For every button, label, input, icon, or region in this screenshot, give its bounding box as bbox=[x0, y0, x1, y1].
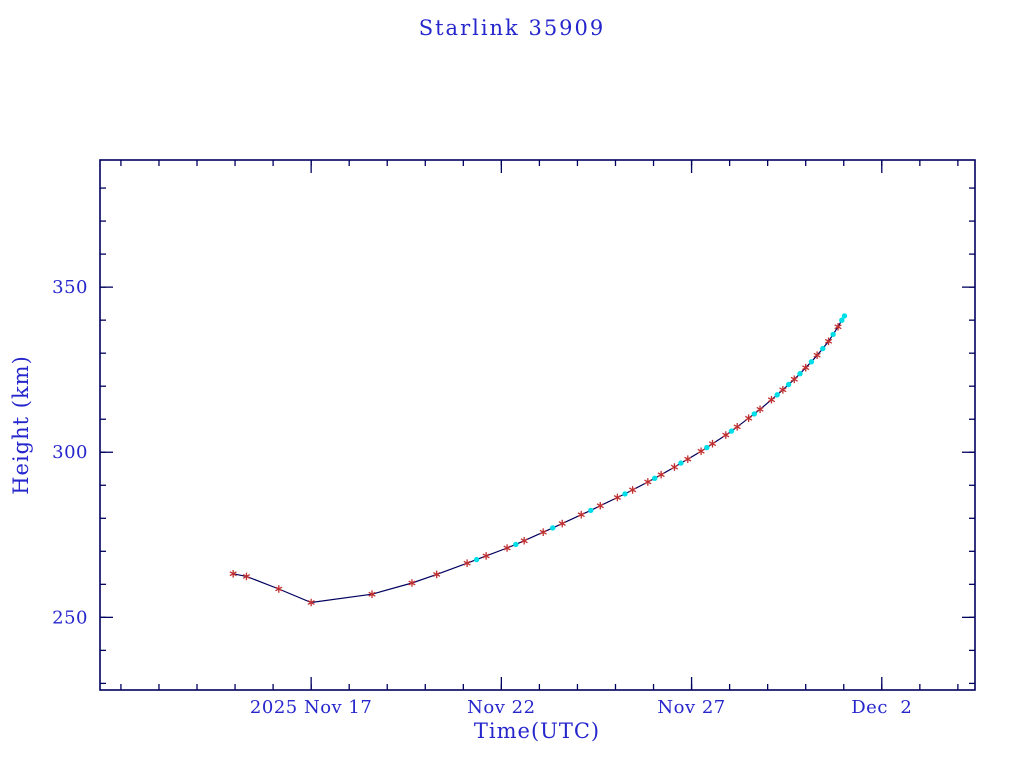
cyan-dot-marker bbox=[728, 428, 735, 434]
plot-frame bbox=[99, 159, 976, 691]
red-asterisk-marker bbox=[708, 439, 717, 448]
red-asterisk-marker bbox=[834, 322, 842, 331]
red-asterisk-marker bbox=[779, 386, 787, 394]
red-asterisk-marker bbox=[520, 536, 528, 545]
cyan-dot-marker bbox=[513, 541, 519, 548]
red-asterisk-marker bbox=[229, 569, 237, 578]
red-asterisk-marker bbox=[684, 455, 692, 463]
red-asterisk-marker bbox=[697, 447, 705, 456]
red-asterisk-marker bbox=[733, 423, 741, 431]
cyan-dot-marker bbox=[622, 491, 628, 497]
red-asterisk-marker bbox=[613, 493, 622, 502]
cyan-dot-marker bbox=[704, 444, 710, 451]
x-tick-label: Nov 27 bbox=[657, 697, 725, 718]
red-asterisk-marker bbox=[275, 585, 283, 593]
x-tick-label: 2025 Nov 17 bbox=[250, 697, 372, 718]
red-asterisk-marker bbox=[824, 337, 833, 346]
cyan-dot-marker bbox=[550, 525, 556, 531]
cyan-dot-marker bbox=[652, 475, 658, 481]
cyan-dot-marker bbox=[774, 392, 780, 398]
cyan-dot-marker bbox=[839, 317, 845, 323]
cyan-dot-marker bbox=[785, 381, 792, 388]
red-asterisk-marker bbox=[628, 486, 637, 494]
red-asterisk-marker bbox=[482, 552, 490, 560]
red-asterisk-marker bbox=[670, 463, 679, 471]
red-asterisk-marker bbox=[756, 405, 764, 414]
red-asterisk-marker bbox=[558, 519, 566, 528]
red-asterisk-marker bbox=[790, 375, 798, 384]
red-asterisk-marker bbox=[577, 510, 585, 519]
red-asterisk-marker bbox=[433, 570, 441, 579]
cyan-dot-marker bbox=[678, 460, 684, 466]
red-asterisk-marker bbox=[539, 528, 547, 536]
red-asterisk-marker bbox=[463, 559, 471, 567]
red-asterisk-marker bbox=[802, 363, 810, 372]
cyan-dot-marker bbox=[830, 331, 836, 338]
red-asterisk-marker bbox=[368, 590, 376, 599]
cyan-dot-marker bbox=[473, 556, 480, 563]
y-tick-label: 300 bbox=[52, 442, 88, 463]
cyan-dot-marker bbox=[751, 411, 757, 417]
cyan-dot-marker bbox=[820, 345, 826, 352]
red-asterisk-marker bbox=[745, 414, 753, 423]
red-asterisk-marker bbox=[596, 501, 604, 510]
y-tick-label: 250 bbox=[52, 607, 88, 628]
x-axis-label: Time(UTC) bbox=[473, 719, 601, 743]
red-asterisk-marker bbox=[242, 572, 251, 581]
red-asterisk-marker bbox=[813, 351, 821, 359]
cyan-dot-marker bbox=[808, 359, 815, 365]
x-tick-label: Dec 2 bbox=[851, 697, 912, 718]
cyan-dot-marker bbox=[797, 371, 803, 377]
red-asterisk-marker bbox=[657, 470, 665, 479]
red-asterisk-marker bbox=[644, 478, 652, 486]
y-tick-label: 350 bbox=[52, 277, 88, 298]
red-asterisk-marker bbox=[307, 598, 315, 607]
red-asterisk-marker bbox=[503, 544, 511, 552]
red-asterisk-marker bbox=[722, 431, 730, 439]
x-tick-label: Nov 22 bbox=[467, 697, 535, 718]
chart-title: Starlink 35909 bbox=[418, 16, 606, 40]
height-curve bbox=[233, 315, 846, 604]
cyan-dot-marker bbox=[841, 313, 848, 319]
cyan-dot-marker bbox=[588, 507, 594, 514]
red-asterisk-marker bbox=[408, 579, 416, 587]
red-asterisk-marker bbox=[767, 395, 776, 404]
